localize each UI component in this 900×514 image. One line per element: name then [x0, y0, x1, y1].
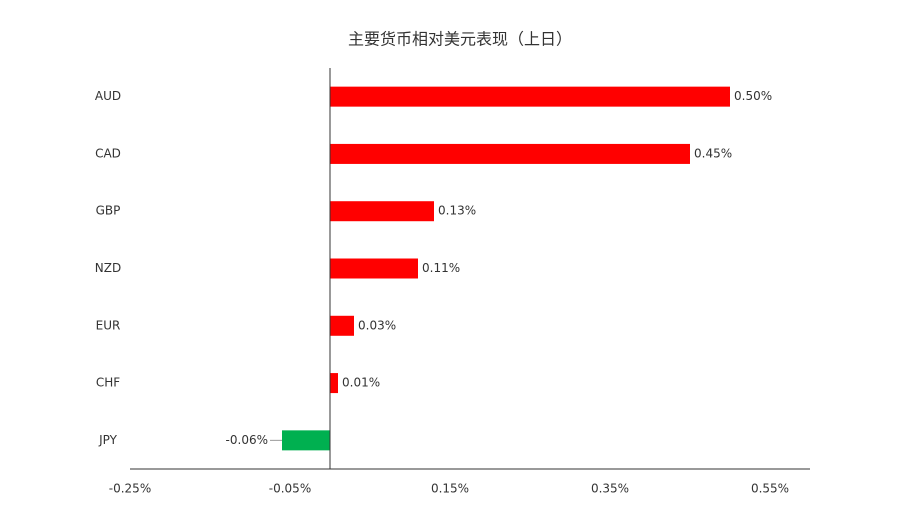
y-tick-label: CAD: [95, 146, 121, 160]
bar: [330, 201, 434, 222]
y-tick-label: NZD: [95, 261, 121, 275]
value-label: 0.45%: [694, 146, 732, 160]
value-label: 0.03%: [358, 318, 396, 332]
bar: [330, 373, 338, 394]
y-tick-label: EUR: [96, 318, 121, 332]
bar: [330, 143, 690, 164]
x-tick-label: 0.15%: [431, 482, 469, 496]
value-label: 0.13%: [438, 204, 476, 218]
bar: [330, 315, 354, 336]
bar: [330, 258, 418, 279]
x-tick-label: 0.35%: [591, 482, 629, 496]
value-label: 0.01%: [342, 376, 380, 390]
bar: [330, 86, 730, 107]
x-tick-label: -0.05%: [269, 482, 311, 496]
value-label: 0.11%: [422, 261, 460, 275]
x-tick-label: 0.55%: [751, 482, 789, 496]
value-label: 0.50%: [734, 89, 772, 103]
y-tick-label: CHF: [96, 376, 120, 390]
bar: [282, 430, 330, 451]
x-tick-label: -0.25%: [109, 482, 151, 496]
y-tick-label: AUD: [95, 89, 121, 103]
value-label: -0.06%: [226, 433, 268, 447]
chart-title: 主要货币相对美元表现（上日）: [348, 30, 572, 49]
y-tick-label: JPY: [98, 433, 118, 447]
y-tick-label: GBP: [96, 204, 121, 218]
